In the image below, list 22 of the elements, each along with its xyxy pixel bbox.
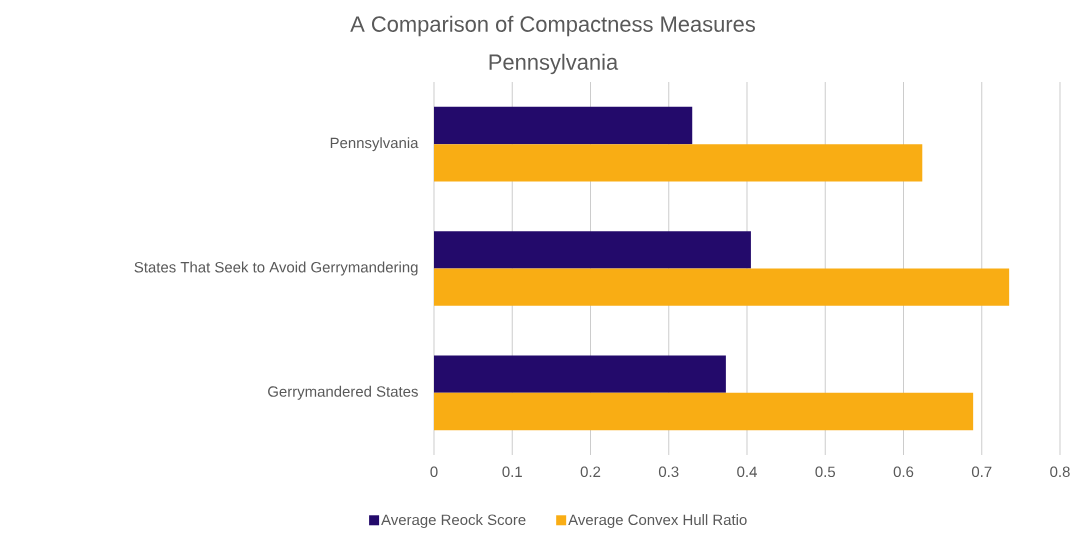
legend-label: Average Reock Score xyxy=(381,514,526,529)
bar xyxy=(434,144,923,182)
y-tick-label: Gerrymandered States xyxy=(268,385,418,400)
x-tick-label: 0.2 xyxy=(580,466,601,478)
x-tick-label: 0.8 xyxy=(1050,466,1070,478)
bar xyxy=(434,392,974,431)
bar xyxy=(434,355,726,393)
chart-title: A Comparison of Compactness Measures xyxy=(350,15,755,37)
x-tick-label: 0.1 xyxy=(502,466,522,478)
x-tick-label: 0.3 xyxy=(658,466,679,478)
x-tick-label: 0.7 xyxy=(971,466,992,478)
y-tick-label: States That Seek to Avoid Gerrymandering xyxy=(134,261,418,276)
bar xyxy=(434,268,1010,306)
y-tick-label: Pennsylvania xyxy=(330,137,419,152)
x-tick-label: 0.6 xyxy=(893,466,914,478)
chart-subtitle: Pennsylvania xyxy=(489,53,619,75)
x-tick-label: 0.5 xyxy=(815,466,836,478)
x-tick-label: 0 xyxy=(430,466,438,478)
x-tick-label: 0.4 xyxy=(737,466,757,478)
legend-label: Average Convex Hull Ratio xyxy=(568,514,747,529)
bar xyxy=(434,106,693,145)
bar xyxy=(434,231,751,269)
